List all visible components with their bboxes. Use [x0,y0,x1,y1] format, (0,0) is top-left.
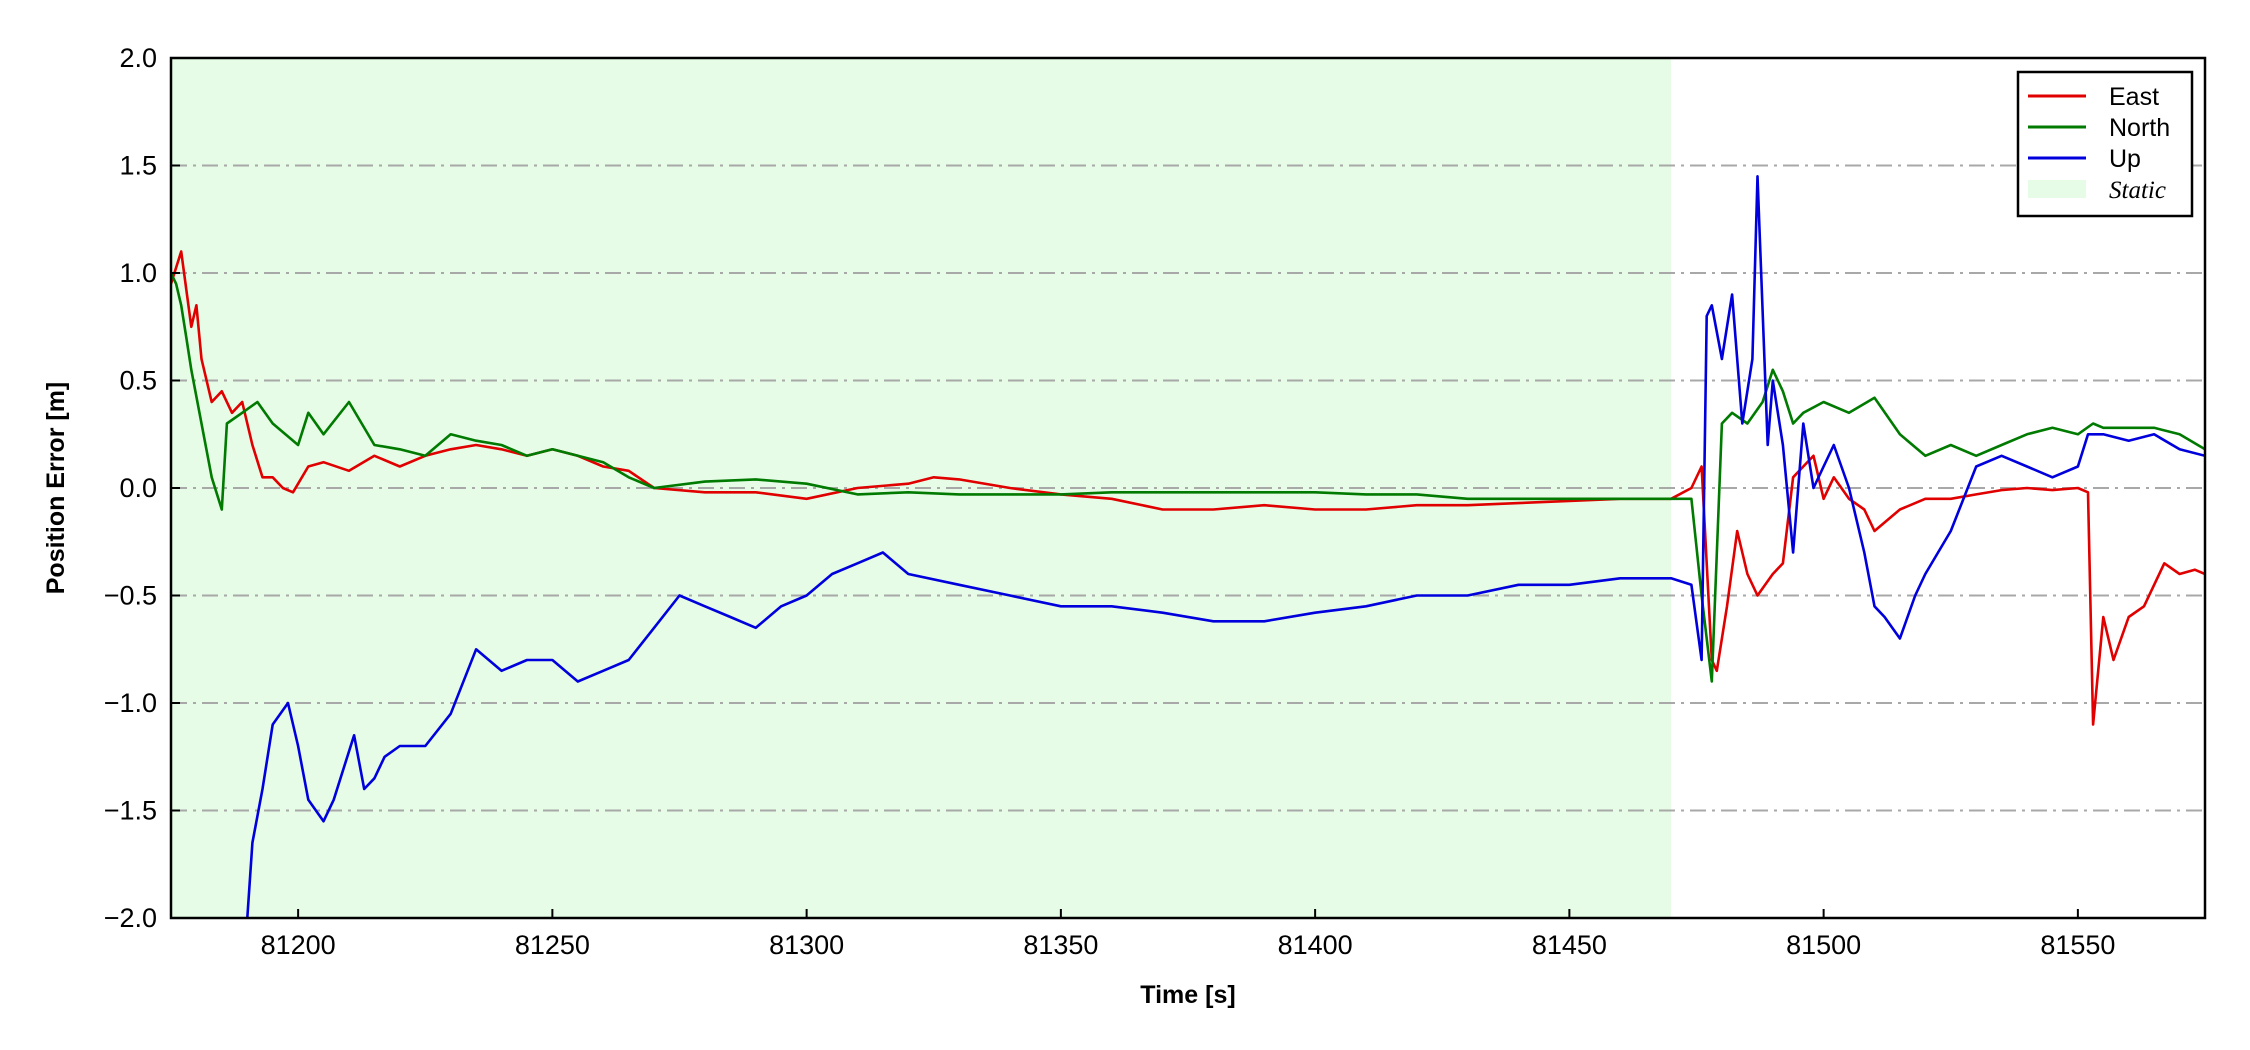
y-tick-label: 2.0 [119,43,157,73]
legend-static-swatch [2028,180,2086,198]
series-layer [171,175,2205,918]
legend: East North Up Static [2016,70,2194,218]
x-axis: 81200 81250 81300 81350 81400 81450 81500 81550 [261,909,2115,960]
x-tick-label: 81400 [1278,930,1353,960]
x-tick-label: 81550 [2040,930,2115,960]
x-tick-label: 81250 [515,930,590,960]
series-line-up [246,175,2205,918]
y-tick-label: 1.5 [119,151,157,181]
legend-north-label: North [2109,114,2170,142]
plot-area [169,56,2207,920]
y-tick-label: −0.5 [104,581,157,611]
y-tick-label: −1.0 [104,688,157,718]
y-tick-label: −2.0 [104,903,157,933]
y-tick-label: 0.0 [119,473,157,503]
series-line-north [171,272,2205,683]
legend-east-label: East [2109,83,2159,111]
x-tick-label: 81450 [1532,930,1607,960]
legend-static-label: Static [2109,177,2166,204]
grid [171,164,2205,812]
y-tick-label: 1.0 [119,258,157,288]
legend-up-label: Up [2109,145,2141,173]
y-tick-label: 0.5 [119,366,157,396]
y-axis: −2.0 −1.5 −1.0 −0.5 0.0 0.5 1.0 1.5 2.0 [104,43,180,933]
x-axis-title: Time [s] [1140,981,1235,1009]
y-axis-title: Position Error [m] [42,382,70,595]
series-line-east [171,250,2205,726]
y-tick-label: −1.5 [104,796,157,826]
x-tick-label: 81500 [1786,930,1861,960]
x-tick-label: 81300 [769,930,844,960]
x-tick-label: 81200 [261,930,336,960]
x-tick-label: 81350 [1023,930,1098,960]
